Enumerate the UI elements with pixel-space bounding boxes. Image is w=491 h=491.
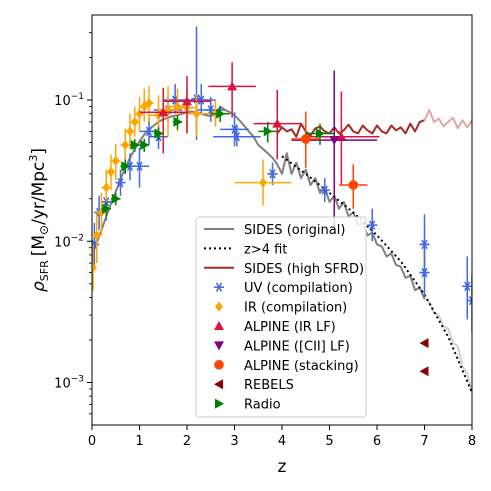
x-tick-label: 8 bbox=[468, 434, 476, 449]
sides-high-sfrd-line bbox=[276, 119, 425, 138]
rebels-series bbox=[419, 338, 429, 377]
x-tick-label: 4 bbox=[278, 434, 286, 449]
y-tick-label: 10−3 bbox=[54, 374, 84, 391]
legend-entry: ALPINE ([CII] LF) bbox=[244, 339, 350, 354]
ir-compilation-point bbox=[126, 126, 134, 137]
legend-box bbox=[195, 216, 367, 418]
uv-compilation-point bbox=[419, 267, 430, 278]
uv-compilation-point bbox=[196, 95, 207, 105]
x-tick-label: 3 bbox=[230, 434, 238, 449]
x-axis-label: z bbox=[278, 457, 287, 477]
ir-compilation-point bbox=[107, 166, 115, 177]
legend-entry: SIDES (original) bbox=[244, 223, 345, 238]
radio-point bbox=[154, 128, 164, 139]
legend-entry: z>4 fit bbox=[244, 242, 287, 257]
uv-compilation-point bbox=[467, 295, 472, 306]
legend-marker bbox=[214, 360, 224, 370]
uv-compilation-point bbox=[462, 281, 472, 291]
ir-compilation-point bbox=[92, 230, 101, 241]
series-layer bbox=[92, 26, 472, 393]
ir-compilation-point bbox=[130, 116, 139, 127]
alpine-ir-lf-series bbox=[139, 62, 380, 186]
legend-marker bbox=[214, 282, 224, 292]
alpine-ir-lf-point bbox=[336, 131, 347, 141]
y-tick-label: 10−2 bbox=[54, 233, 84, 250]
legend-entry: ALPINE (stacking) bbox=[244, 359, 359, 374]
legend-marker bbox=[214, 341, 224, 351]
alpine-ir-lf-point bbox=[182, 96, 192, 106]
ir-compilation-point bbox=[121, 140, 130, 151]
radio-point bbox=[316, 128, 325, 139]
alpine-cii-lf-series bbox=[291, 70, 377, 231]
x-tick-label: 5 bbox=[325, 434, 333, 449]
y-label-sun: ⊙ bbox=[37, 225, 51, 235]
legend-entry: Radio bbox=[244, 398, 281, 413]
radio-point bbox=[173, 116, 183, 127]
uv-compilation-point bbox=[267, 169, 278, 179]
ir-compilation-point bbox=[145, 98, 153, 109]
radio-point bbox=[140, 140, 150, 151]
y-label-subscript: SFR bbox=[38, 260, 51, 281]
alpine-ir-lf-point bbox=[158, 107, 169, 117]
sides-high-sfrd-faded-line bbox=[423, 109, 472, 130]
legend-marker bbox=[214, 321, 224, 330]
ir-compilation-point bbox=[92, 262, 97, 273]
radio-point bbox=[102, 203, 112, 214]
y-label-unit-prefix: [M bbox=[29, 235, 49, 256]
uv-compilation-point bbox=[231, 131, 242, 142]
legend-entry: IR (compilation) bbox=[244, 301, 347, 316]
legend: SIDES (original) z>4 fit SIDES (high SFRD)… bbox=[195, 216, 367, 418]
legend-marker bbox=[215, 398, 224, 409]
ir-compilation-point bbox=[135, 108, 144, 119]
legend-entry: SIDES (high SFRD) bbox=[244, 262, 364, 277]
x-tick-label: 7 bbox=[420, 434, 428, 449]
uv-compilation-point bbox=[319, 185, 330, 195]
x-tick-label: 1 bbox=[135, 434, 143, 449]
x-tick-label: 6 bbox=[373, 434, 381, 449]
radio-point bbox=[263, 126, 273, 137]
uv-compilation-point bbox=[115, 177, 126, 188]
y-label-unit-mid: /yr/Mpc bbox=[29, 162, 49, 225]
legend-marker bbox=[215, 301, 223, 312]
x-tick-label: 0 bbox=[88, 434, 96, 449]
y-label-exponent: 3 bbox=[27, 155, 40, 162]
ir-compilation-point bbox=[259, 177, 267, 188]
uv-compilation-point bbox=[134, 161, 145, 171]
alpine-ir-lf-point bbox=[227, 81, 238, 91]
y-tick-label: 10−1 bbox=[54, 92, 84, 109]
ir-compilation-point bbox=[111, 156, 120, 167]
y-label-unit-suffix: ] bbox=[29, 148, 49, 155]
radio-point bbox=[216, 108, 226, 119]
alpine-stacking-series bbox=[291, 111, 368, 209]
radio-point bbox=[121, 161, 131, 172]
uv-compilation-point bbox=[419, 239, 430, 250]
alpine-cii-lf-point bbox=[329, 136, 340, 146]
legend-entry: UV (compilation) bbox=[244, 281, 353, 296]
y-axis: 10−3 10−2 10−1 bbox=[54, 32, 92, 415]
legend-marker bbox=[214, 379, 223, 390]
radio-point bbox=[130, 140, 140, 151]
x-tick-label: 2 bbox=[183, 434, 191, 449]
ir-compilation-point bbox=[192, 108, 201, 119]
radio-series bbox=[101, 106, 335, 217]
alpine-ir-lf-point bbox=[272, 118, 283, 128]
x-axis: 0 1 2 3 4 5 6 7 8 bbox=[88, 425, 476, 449]
sides-original-faded-line bbox=[423, 298, 472, 393]
radio-point bbox=[111, 193, 121, 204]
ir-compilation-point bbox=[173, 101, 182, 112]
alpine-stacking-point bbox=[348, 180, 358, 190]
rebels-point bbox=[419, 366, 429, 377]
rebels-point bbox=[419, 338, 429, 349]
y-axis-label: ρSFR [M⊙/yr/Mpc3] bbox=[27, 148, 51, 292]
alpine-stacking-point bbox=[301, 134, 311, 144]
y-label-symbol: ρ bbox=[29, 281, 49, 292]
legend-entry: ALPINE (IR LF) bbox=[244, 320, 336, 335]
uv-compilation-point bbox=[144, 126, 154, 137]
ir-compilation-point bbox=[102, 182, 111, 193]
uv-compilation-point bbox=[367, 220, 378, 230]
legend-entry: REBELS bbox=[244, 378, 294, 393]
